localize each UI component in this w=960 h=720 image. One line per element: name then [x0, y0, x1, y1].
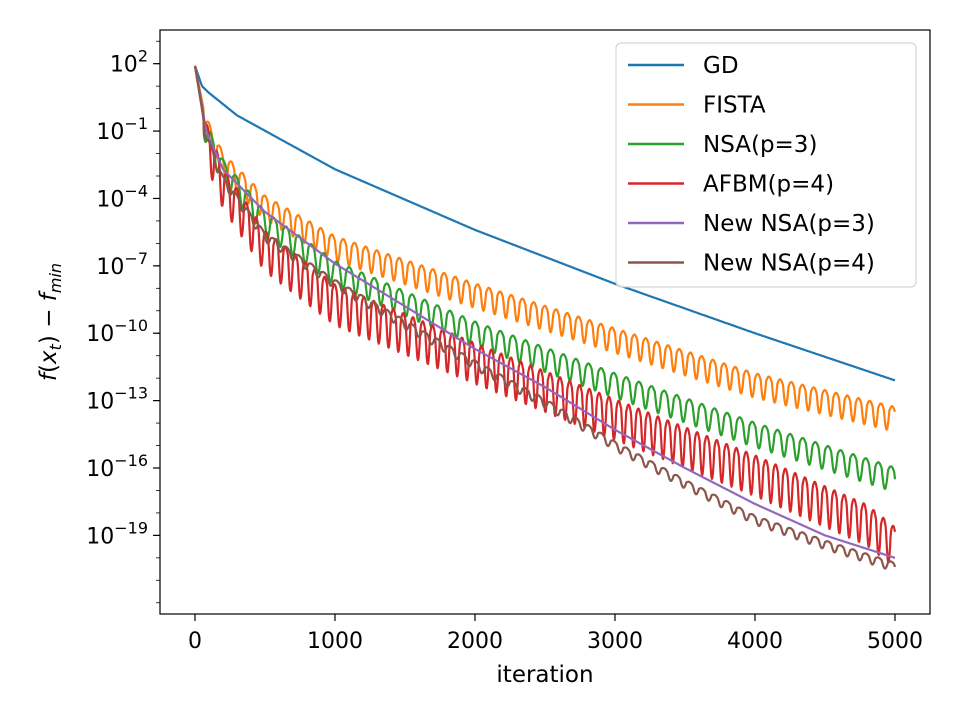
- x-axis: 0 1000 2000 3000 4000 5000: [188, 614, 923, 654]
- series-layer: [193, 65, 897, 570]
- series-line: [193, 65, 897, 431]
- legend-entry: AFBM(p=4): [703, 172, 834, 198]
- legend-entry: GD: [703, 53, 739, 79]
- y-tick-label: 10−7: [96, 249, 148, 280]
- y-tick-label: 10−13: [86, 384, 148, 415]
- y-axis: 102 10−1 10−4 10−7 10−10 10−13 10−16 10−19: [86, 40, 160, 604]
- x-tick-label: 2000: [447, 629, 503, 654]
- legend-entry: FISTA: [703, 93, 766, 119]
- y-axis-label: f(xt) − fmin: [36, 263, 65, 381]
- x-axis-label: iteration: [496, 662, 593, 688]
- x-tick-label: 4000: [727, 629, 783, 654]
- legend-entry: NSA(p=3): [703, 132, 817, 158]
- legend-entry: New NSA(p=4): [703, 251, 875, 277]
- legend-box: [615, 42, 917, 288]
- x-tick-label: 0: [188, 629, 202, 654]
- y-tick-label: 10−16: [86, 451, 148, 482]
- series-line: [193, 65, 897, 491]
- x-tick-label: 3000: [587, 629, 643, 654]
- series-line: [193, 65, 897, 570]
- legend-entry: New NSA(p=3): [703, 211, 875, 237]
- series-line: [193, 65, 897, 564]
- x-tick-label: 5000: [867, 629, 923, 654]
- y-tick-label: 10−19: [86, 518, 148, 549]
- series-line: [193, 65, 896, 559]
- series-line: [193, 65, 896, 382]
- y-tick-label: 102: [110, 47, 148, 78]
- y-tick-label: 10−1: [96, 114, 148, 145]
- y-tick-label: 10−10: [86, 316, 148, 347]
- x-tick-label: 1000: [307, 629, 363, 654]
- plot-frame: [159, 29, 931, 615]
- legend: GD FISTA NSA(p=3) AFBM(p=4) New NSA(p=3) New …: [615, 42, 917, 288]
- y-tick-label: 10−4: [96, 181, 148, 212]
